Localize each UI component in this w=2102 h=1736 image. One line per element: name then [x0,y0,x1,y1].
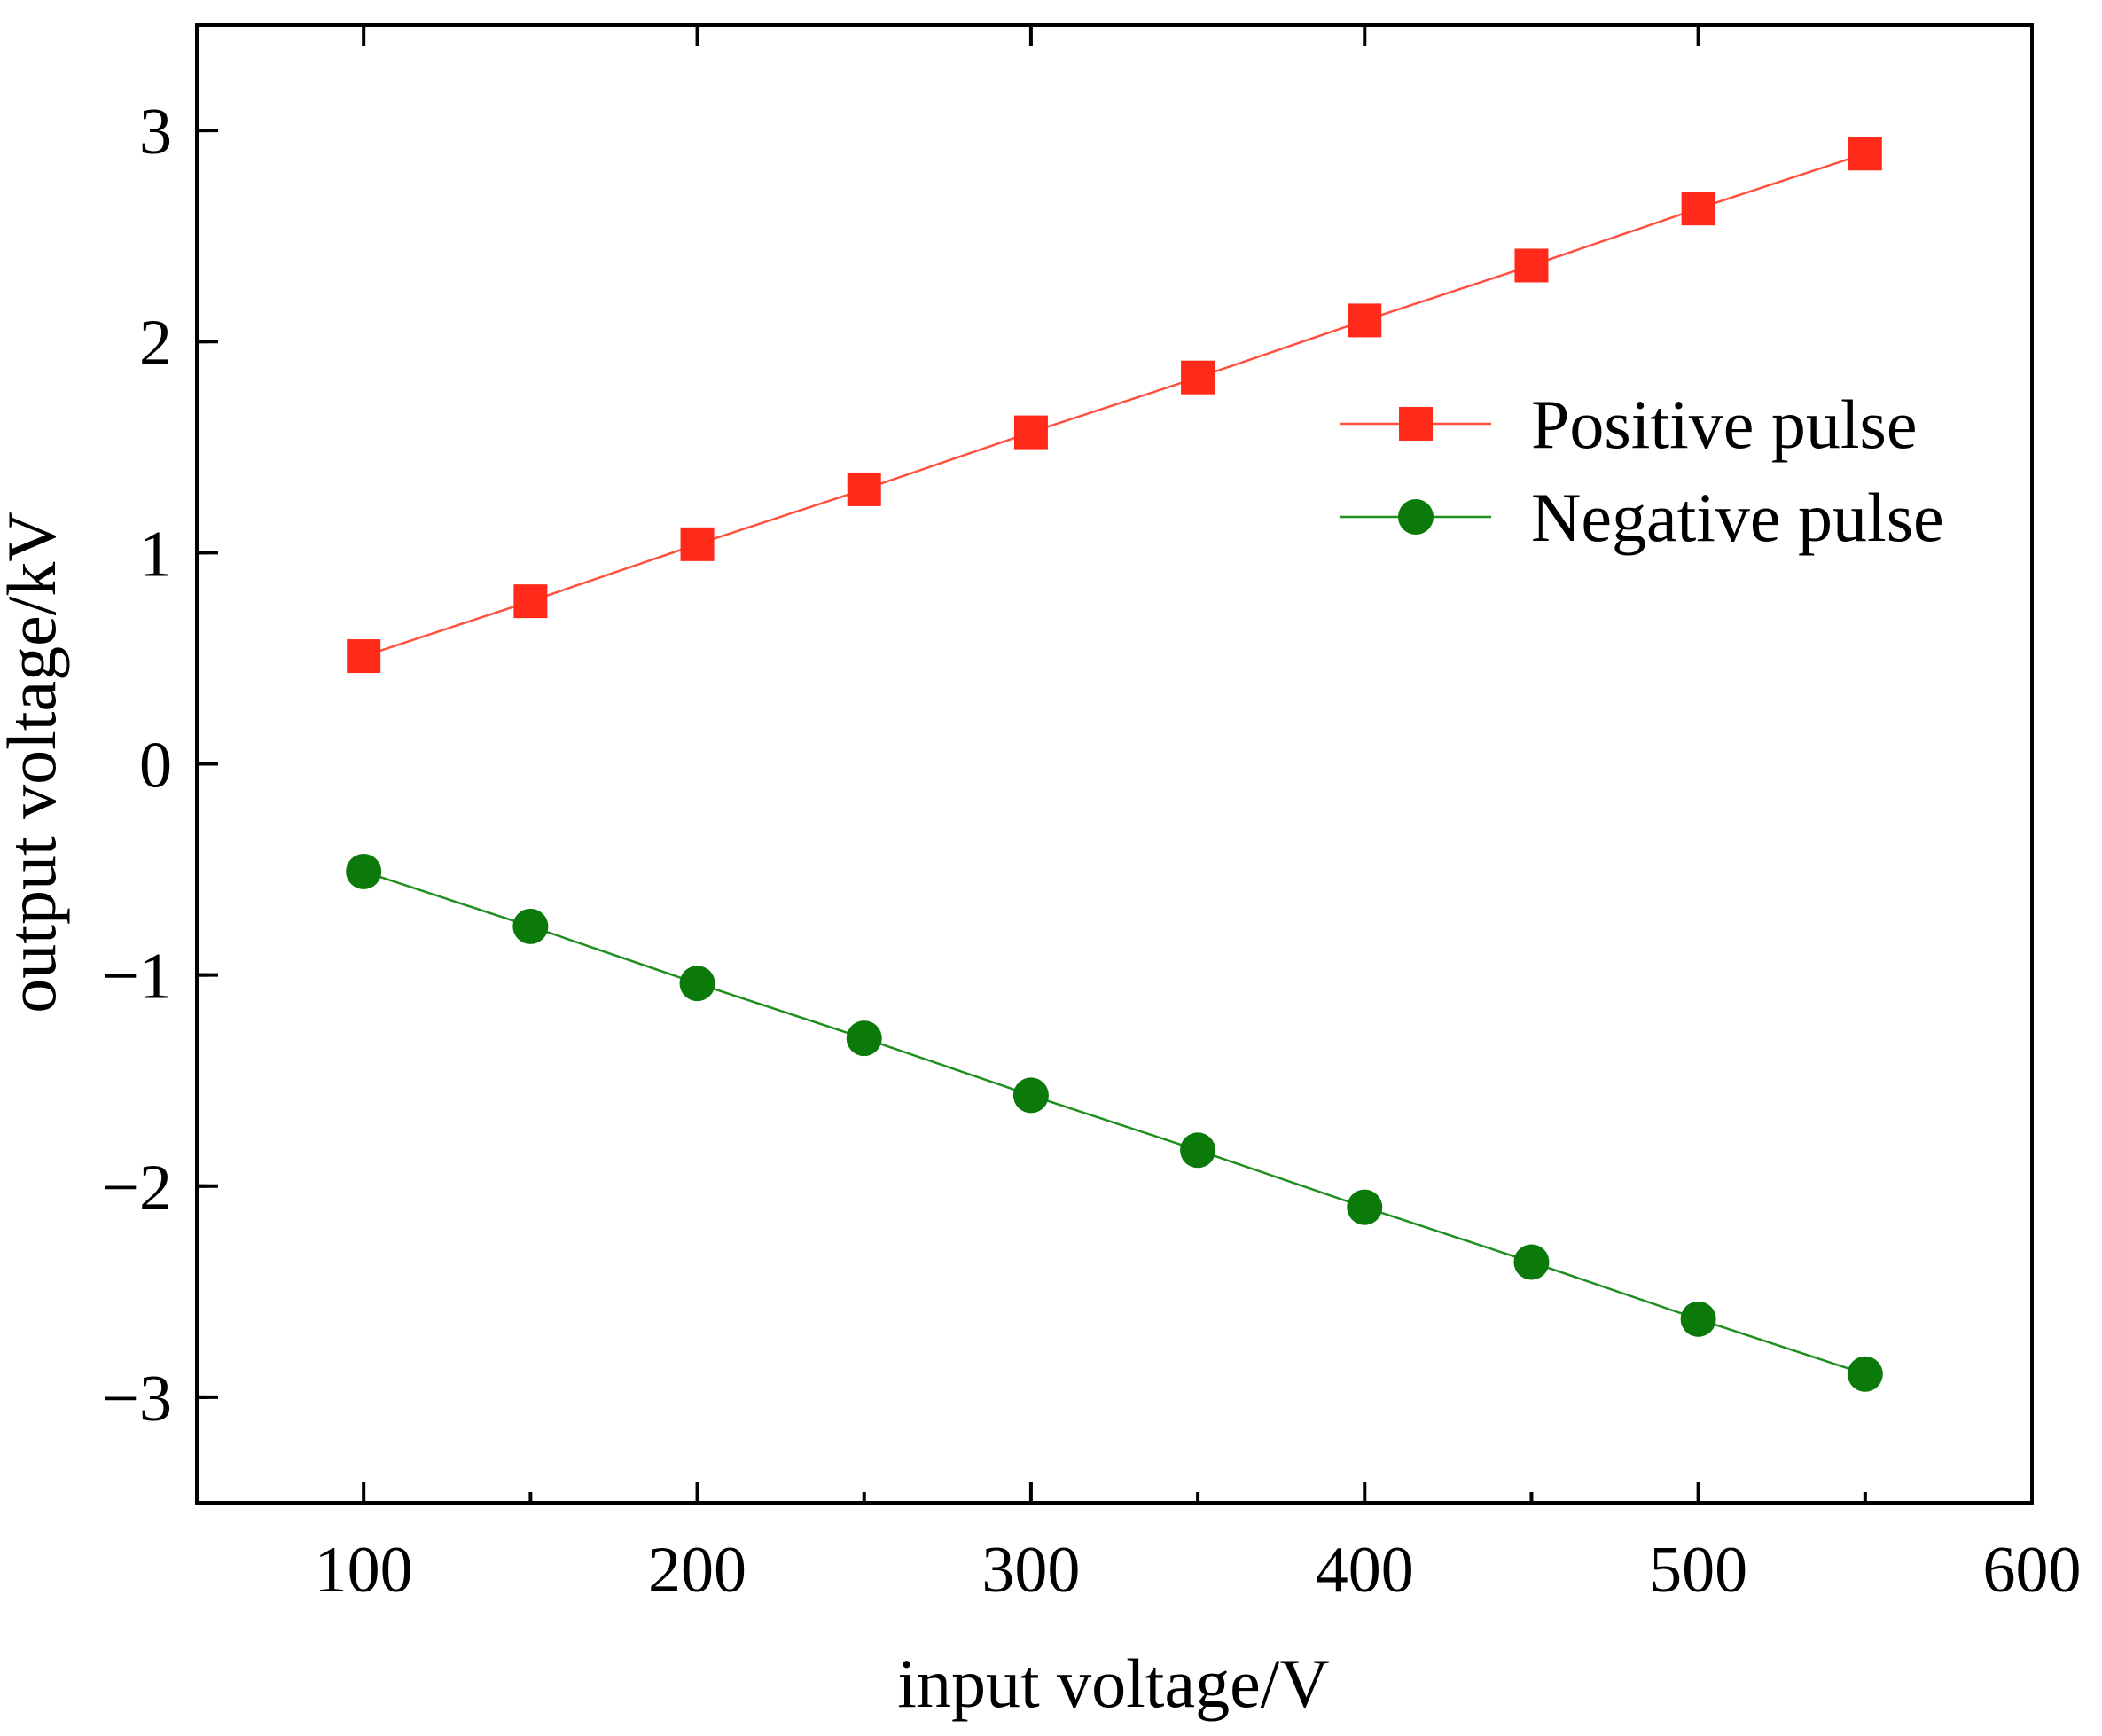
y-tick-label: 1 [139,518,172,590]
data-point [1181,360,1215,395]
data-point [847,472,881,506]
y-axis-title: output voltage/kV [0,512,70,1013]
x-tick-label: 500 [1649,1534,1747,1607]
series-line [363,152,1866,658]
legend: Positive pulse Negative pulse [1340,386,1944,556]
y-tick-label: −3 [102,1363,172,1435]
data-point [1681,192,1715,226]
data-point [1013,415,1048,450]
series-negative-pulse [346,853,1883,1392]
legend-marker [1399,407,1433,441]
x-axis: 100 200 300 400 500 600 [315,25,2082,1607]
data-point [1347,1189,1383,1225]
data-point [680,527,715,561]
x-tick-label: 100 [315,1534,413,1607]
legend-marker [1398,499,1434,535]
legend-label: Negative pulse [1531,479,1944,556]
plot-frame [195,23,2034,1505]
y-tick-label: −2 [102,1152,172,1224]
x-axis-title: input voltage/V [897,1645,1329,1722]
data-point [347,639,381,674]
y-tick-label: 3 [139,96,172,168]
data-point [1348,303,1382,338]
data-point [1012,1077,1049,1114]
data-point [513,584,548,619]
x-tick-label: 300 [981,1534,1080,1607]
series-line [363,870,1866,1375]
series-positive-pulse [347,137,1882,674]
x-tick-label: 400 [1316,1534,1414,1607]
y-tick-label: 0 [139,730,172,802]
data-point [346,853,382,889]
legend-label: Positive pulse [1531,386,1918,463]
legend-item: Negative pulse [1340,479,1944,556]
data-point [1680,1301,1716,1337]
data-point [1514,248,1549,283]
data-point [1180,1132,1216,1169]
data-point [846,1020,882,1057]
y-axis: −3 −2 −1 0 1 2 3 [102,96,218,1435]
data-point [1847,1356,1883,1392]
y-tick-label: −1 [102,941,172,1013]
x-tick-label: 600 [1983,1534,2082,1607]
legend-item: Positive pulse [1340,386,1918,463]
data-point [1513,1244,1550,1280]
data-point [679,966,715,1002]
x-tick-label: 200 [648,1534,746,1607]
plot-series [346,137,1883,1392]
data-point [512,908,549,944]
y-tick-label: 2 [139,307,172,379]
data-point [1848,137,1882,171]
